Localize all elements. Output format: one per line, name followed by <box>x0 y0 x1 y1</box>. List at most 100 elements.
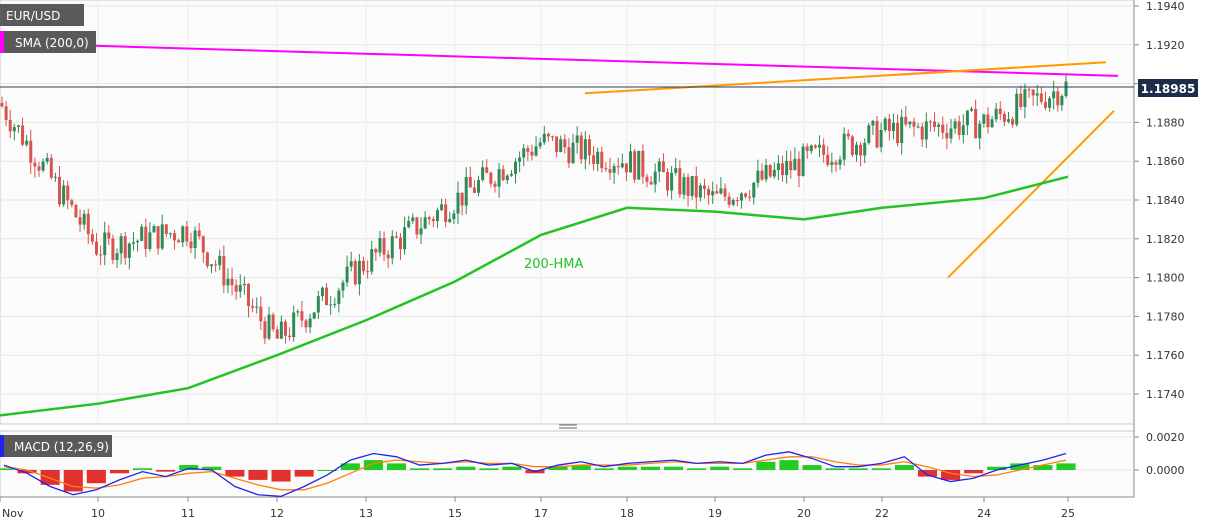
candle-body <box>497 169 501 187</box>
candle-body <box>115 253 119 261</box>
macd-histogram-bar <box>756 461 776 470</box>
candle-body <box>678 168 682 195</box>
candle-body <box>830 162 834 165</box>
candle-body <box>4 106 8 121</box>
macd-histogram-bar <box>779 460 799 470</box>
candle-body <box>1002 113 1006 122</box>
candle-body <box>563 139 567 148</box>
candle-body <box>735 200 739 202</box>
candle-body <box>867 125 871 144</box>
candle-body <box>727 196 731 205</box>
macd-histogram-bar <box>179 465 199 470</box>
candle-body <box>242 283 246 286</box>
macd-histogram-bar <box>86 470 106 484</box>
macd-histogram-bar <box>317 470 337 471</box>
candle-body <box>148 232 152 249</box>
candle-body <box>177 240 181 243</box>
candle-body <box>49 157 53 178</box>
candle-body <box>1039 93 1043 102</box>
candle-body <box>698 185 702 198</box>
candle-body <box>666 172 670 191</box>
panel-resize-handle[interactable] <box>559 424 577 429</box>
candle-body <box>616 166 620 168</box>
price-tick-label: 1.1920 <box>1146 39 1185 52</box>
macd-axis-ticks: 0.0020 0.0000 <box>1134 431 1185 477</box>
candle-body <box>818 144 822 148</box>
candle-body <box>251 306 255 308</box>
time-tick-label: Nov <box>2 507 24 520</box>
candle-body <box>834 162 838 165</box>
candle-body <box>863 143 867 156</box>
indicator-legend-bg[interactable] <box>0 31 96 53</box>
macd-histogram-bar <box>617 466 637 470</box>
trendlines <box>584 61 1115 279</box>
candle-body <box>415 217 419 235</box>
candle-body <box>90 234 94 242</box>
candle-body <box>468 177 472 188</box>
candle-body <box>271 314 275 330</box>
candle-body <box>974 108 978 139</box>
macd-histogram-bar <box>0 468 14 470</box>
price-tick-label: 1.1880 <box>1146 116 1185 129</box>
candle-body <box>879 129 883 148</box>
candle-body <box>320 287 324 297</box>
candle-body <box>509 173 513 176</box>
candle-body <box>0 103 4 107</box>
candle-body <box>378 238 382 253</box>
price-panel[interactable] <box>0 0 1135 425</box>
macd-line <box>3 451 1067 498</box>
indicator-legend-swatch <box>0 31 4 53</box>
last-price-tag <box>1138 79 1198 97</box>
candle-body <box>1011 119 1015 125</box>
candle-body <box>748 196 752 198</box>
candle-body <box>214 264 218 266</box>
candle-body <box>152 226 156 233</box>
candle-body <box>53 176 57 178</box>
grid-lines <box>0 0 1134 471</box>
candle-body <box>37 166 41 171</box>
macd-legend-bg[interactable] <box>0 435 112 457</box>
candle-body <box>201 236 205 253</box>
candle-body <box>542 133 546 143</box>
candle-body <box>160 224 164 249</box>
candle-body <box>205 252 209 267</box>
candle-body <box>119 236 123 254</box>
time-tick-label: 12 <box>270 507 284 520</box>
macd-histogram-bar <box>640 466 660 470</box>
candle-body <box>518 157 522 162</box>
candle-body <box>353 261 357 285</box>
candle-body <box>505 175 509 181</box>
candle-body <box>670 172 674 191</box>
symbol-legend-bg[interactable] <box>0 4 84 26</box>
candle-body <box>230 278 234 286</box>
candle-body <box>403 227 407 250</box>
candle-body <box>41 161 45 171</box>
candle-body <box>156 226 160 249</box>
macd-histogram-bar <box>1033 465 1053 470</box>
candle-body <box>686 177 690 196</box>
candle-body <box>485 167 489 173</box>
candle-body <box>279 321 283 339</box>
candle-body <box>386 254 390 259</box>
candle-body <box>1056 91 1060 106</box>
candle-body <box>1035 93 1039 96</box>
candle-body <box>1006 119 1010 122</box>
macd-histogram-bar <box>964 470 984 474</box>
candle-body <box>986 114 990 128</box>
candle-body <box>567 147 571 164</box>
candle-body <box>345 266 349 283</box>
candle-body <box>641 150 645 177</box>
macd-legend-swatch <box>0 435 4 457</box>
candle-body <box>739 193 743 201</box>
candle-body <box>711 191 715 196</box>
candle-body <box>444 204 448 223</box>
candle-body <box>501 169 505 181</box>
time-tick-label: 24 <box>977 507 991 520</box>
candle-body <box>982 114 986 124</box>
candle-body <box>707 189 711 196</box>
time-tick-label: 10 <box>91 507 105 520</box>
candle-body <box>127 243 131 258</box>
candle-body <box>912 121 916 127</box>
candle-body <box>366 271 370 273</box>
